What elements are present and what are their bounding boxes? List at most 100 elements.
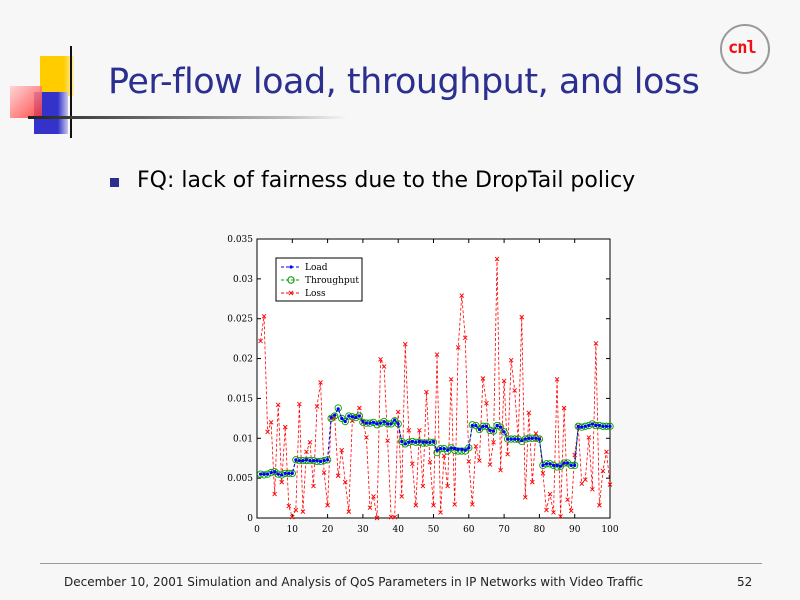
load-point [287,471,291,475]
loss-point [275,402,281,408]
throughput-point [334,404,342,412]
load-point [382,419,386,424]
y-tick-label: 0.02 [233,355,253,365]
load-point [502,430,506,434]
legend-marker-load [289,265,293,269]
load-point [347,414,351,418]
y-tick-label: 0.035 [227,235,253,245]
loss-point [459,293,465,298]
load-point [530,436,534,440]
loss-point [586,435,592,440]
load-point [498,425,503,429]
y-tick-label: 0.03 [233,275,253,285]
load-point [265,472,270,476]
loss-point [293,507,299,513]
load-point [509,437,513,441]
load-point [601,424,605,428]
load-point [333,413,337,417]
throughput-point [341,417,349,426]
bullet-icon [110,178,119,187]
x-tick-label: 70 [498,525,510,535]
load-point [460,447,464,452]
load-point [537,437,542,441]
loss-point [300,509,306,514]
slide-title: Per-flow load, throughput, and loss [108,62,700,102]
loss-point [466,459,472,464]
loss-point [607,482,613,487]
y-tick-label: 0.005 [227,474,253,484]
load-point [513,437,517,441]
throughput-point [331,412,339,420]
loss-point [477,458,482,463]
loss-point [413,502,419,508]
load-point [573,463,577,467]
load-point [400,439,404,444]
load-point [435,448,439,452]
loss-point [480,376,486,381]
load-point [357,414,361,418]
decorative-logo-squares [0,0,348,140]
loss-point [424,389,429,395]
loss-point [561,405,567,411]
loss-point [321,470,327,475]
load-point [417,439,421,444]
load-point [258,472,263,476]
loss-point [600,468,606,474]
loss-point [378,357,383,362]
load-point [329,415,333,420]
load-point [562,461,566,465]
loss-point [604,449,609,455]
load-point [442,447,446,451]
loss-point [335,473,341,479]
throughput-point [496,423,505,431]
loss-point [551,510,556,515]
loss-point [582,477,588,483]
loss-point [371,494,376,499]
load-point [343,419,347,424]
legend-label: Loss [305,289,326,299]
loss-point [448,376,454,382]
load-point [424,440,429,444]
loss-point [381,364,387,369]
loss-point [593,341,599,346]
loss-point [265,429,270,435]
load-point [484,424,489,428]
load-point [301,459,305,463]
loss-point [388,514,394,520]
loss-point [297,401,302,407]
loss-point [441,453,447,459]
loss-point [565,497,570,502]
loss-point [540,471,546,476]
loss-point [501,378,507,384]
loss-point [339,447,345,453]
loss-point [512,388,518,393]
legend-marker-loss [288,290,294,296]
legend-label: Load [305,263,328,273]
load-point [386,422,390,426]
legend-marker-throughput [287,276,295,284]
load-point [446,448,450,452]
loss-point [420,483,426,489]
x-tick-label: 50 [428,525,440,535]
load-point [438,447,443,451]
loss-point [473,443,479,449]
load-point [495,423,499,428]
x-tick-label: 0 [254,525,260,535]
legend: Load Throughput Loss [275,257,363,302]
loss-point [526,410,532,416]
loss-point [498,467,503,473]
y-tick-label: 0.01 [233,434,253,444]
loss-point [431,502,436,508]
y-tick-label: 0.015 [227,394,253,404]
load-point [481,424,485,428]
series-line-loss [260,258,611,519]
loss-point [357,405,362,411]
load-point [449,446,453,450]
loss-point [470,502,475,507]
loss-point [395,409,401,415]
loss-point [417,427,422,433]
cnl-logo: cnl [720,24,770,74]
y-tick-label: 0.025 [227,315,253,325]
footer-divider [40,563,762,564]
throughput-point [401,440,409,448]
